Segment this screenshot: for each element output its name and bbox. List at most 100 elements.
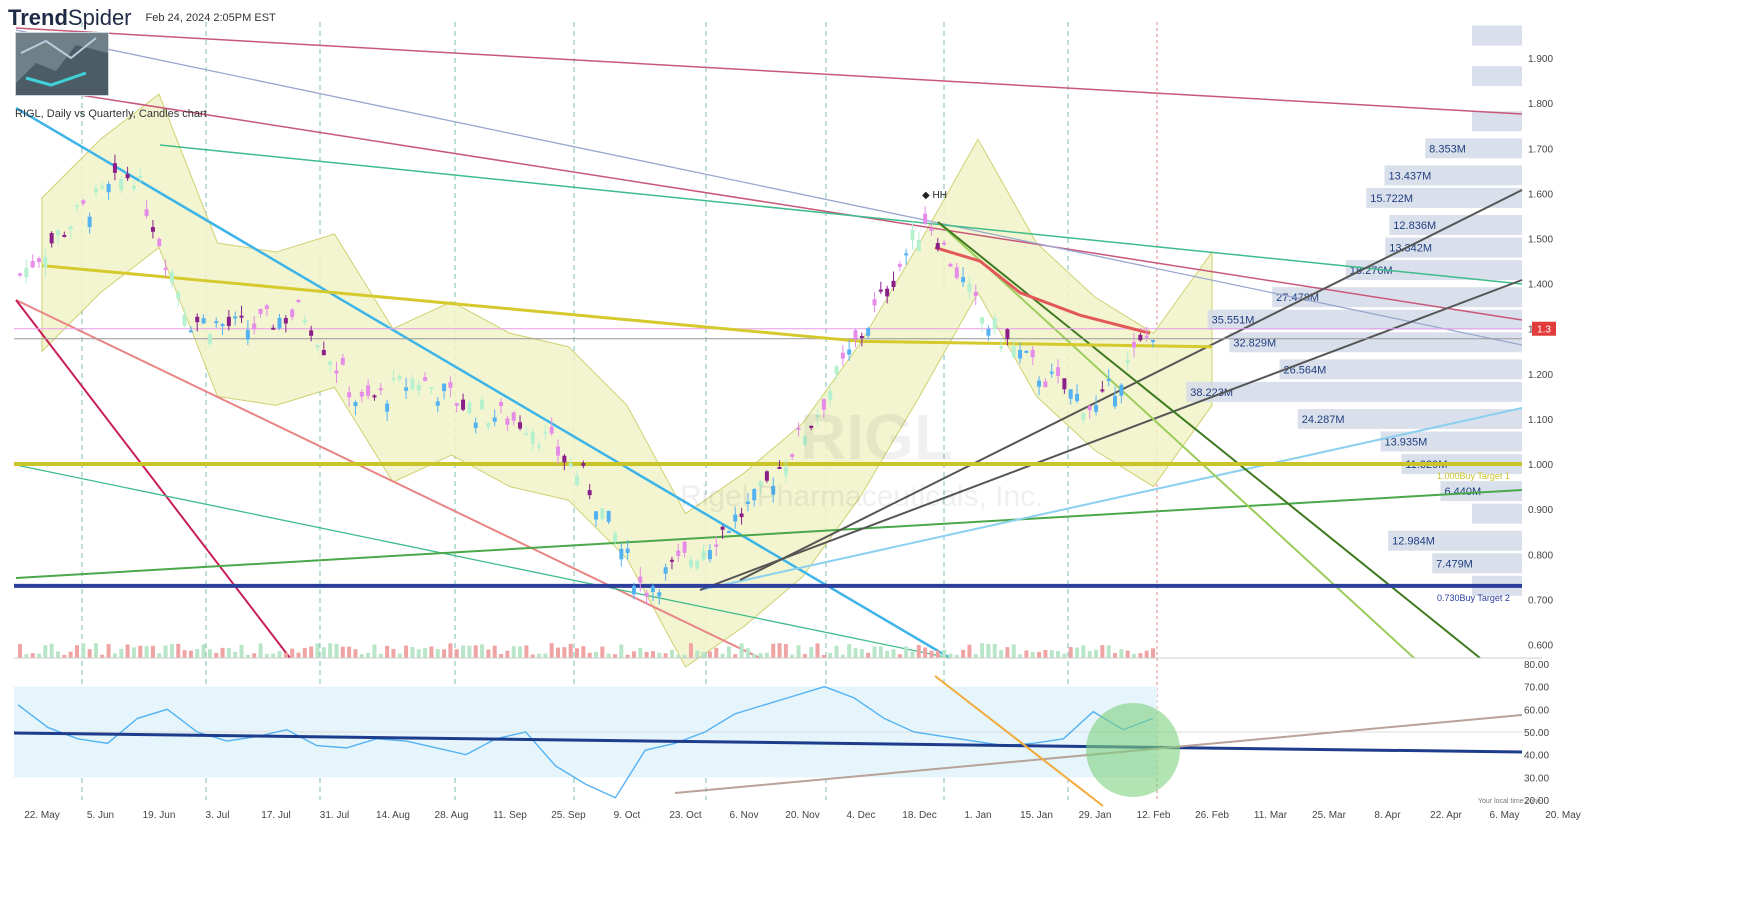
volume-bar-102	[663, 653, 668, 658]
volume-bar-1	[24, 654, 29, 658]
trendline-8	[15, 489, 1523, 579]
candle-body-103	[669, 559, 674, 562]
volume-bar-172	[1106, 645, 1111, 658]
volume-bar-40	[271, 653, 276, 658]
candle-body-9	[74, 205, 79, 208]
candle-body-113	[733, 514, 738, 522]
rsi-axis-label-0: 80.00	[1524, 660, 1549, 671]
candle-body-142	[916, 240, 921, 251]
volume-bar-39	[264, 653, 269, 658]
volume-bar-174	[1119, 649, 1124, 658]
volume-bar-86	[562, 647, 567, 658]
candle-body-98	[638, 576, 643, 583]
candle-body-17	[125, 174, 130, 179]
volume-bar-43	[290, 648, 295, 658]
candle-body-72	[473, 422, 478, 429]
volume-bar-162	[1043, 650, 1048, 658]
candle-body-99	[644, 592, 649, 597]
x-axis-label-0: 22. May	[24, 810, 60, 821]
candle-body-159	[1024, 350, 1029, 353]
candle-body-141	[910, 229, 915, 241]
volume-profile-label-19: 12.984M	[1392, 536, 1435, 548]
volume-bar-78	[511, 646, 516, 658]
candle-body-174	[1119, 384, 1124, 396]
x-axis-label-18: 29. Jan	[1079, 810, 1112, 821]
volume-profile-label-17: 6.440M	[1444, 486, 1481, 498]
candle-body-20	[144, 209, 149, 216]
volume-profile-bar-2	[1472, 111, 1522, 132]
rsi-axis-label-2: 60.00	[1524, 705, 1549, 716]
volume-bar-129	[834, 645, 839, 658]
volume-profile-label-14: 24.287M	[1302, 414, 1345, 426]
volume-bar-50	[334, 643, 339, 658]
volume-bar-72	[473, 645, 478, 658]
chart-title: RIGL, Daily vs Quarterly, Candles chart	[15, 108, 207, 120]
price-axis-label-10: 0.900	[1528, 505, 1553, 516]
volume-bar-52	[347, 646, 352, 658]
volume-bar-120	[777, 643, 782, 658]
x-axis-label-9: 25. Sep	[551, 810, 586, 821]
price-axis-label-3: 1.600	[1528, 189, 1553, 200]
candle-body-104	[676, 550, 681, 557]
volume-bar-2	[30, 653, 35, 658]
last-price-tag-text: 1.3	[1537, 325, 1551, 336]
volume-bar-105	[682, 654, 687, 658]
trendline-7	[15, 464, 951, 659]
candle-body-90	[587, 490, 592, 496]
volume-profile-label-13: 38.223M	[1190, 387, 1233, 399]
volume-bar-36	[245, 654, 250, 658]
candle-body-151	[973, 291, 978, 296]
candle-body-47	[315, 345, 320, 348]
volume-bar-147	[948, 653, 953, 658]
volume-bar-37	[252, 653, 257, 658]
trendline-0	[15, 27, 1523, 115]
volume-bar-98	[638, 647, 643, 658]
candle-body-107	[695, 560, 700, 569]
volume-bar-152	[980, 643, 985, 658]
candle-body-97	[631, 585, 636, 595]
volume-bar-101	[657, 652, 662, 658]
volume-bar-29	[201, 644, 206, 658]
volume-profile-label-11: 32.829M	[1233, 337, 1276, 349]
volume-bar-46	[309, 646, 314, 658]
volume-bar-61	[404, 645, 409, 658]
candle-body-149	[961, 277, 966, 283]
volume-bar-67	[442, 649, 447, 658]
candle-body-173	[1113, 395, 1118, 407]
volume-profile-label-5: 15.722M	[1370, 193, 1413, 205]
volume-profile-bar-9	[1272, 287, 1522, 308]
trendspider-logo[interactable]: TrendSpider	[8, 5, 132, 30]
volume-bar-178	[1144, 650, 1149, 658]
candle-body-16	[119, 178, 124, 190]
price-axis-label-8: 1.100	[1528, 415, 1553, 426]
candle-body-53	[353, 401, 358, 407]
volume-bar-27	[188, 650, 193, 658]
x-axis-label-2: 19. Jun	[143, 810, 176, 821]
candle-body-75	[492, 417, 497, 422]
volume-bar-81	[530, 654, 535, 658]
volume-bar-106	[688, 643, 693, 658]
candle-body-59	[391, 377, 396, 380]
candle-body-39	[264, 305, 269, 309]
candle-body-61	[404, 387, 409, 391]
volume-bar-122	[790, 654, 795, 658]
volume-bar-26	[182, 650, 187, 658]
candle-body-85	[556, 446, 561, 456]
candle-body-69	[454, 403, 459, 406]
header: TrendSpider Feb 24, 2024 2:05PM EST	[8, 5, 276, 30]
candle-body-46	[309, 330, 314, 336]
volume-bar-44	[296, 652, 301, 658]
candle-body-7	[62, 234, 67, 237]
volume-bar-88	[575, 648, 580, 658]
candle-body-115	[745, 501, 750, 504]
volume-bar-126	[815, 643, 820, 658]
volume-bar-15	[112, 653, 117, 658]
volume-bar-85	[556, 647, 561, 658]
candle-body-148	[954, 267, 959, 278]
volume-bar-110	[714, 647, 719, 658]
volume-bar-66	[435, 649, 440, 658]
volume-bar-12	[93, 643, 98, 658]
volume-bar-42	[283, 652, 288, 658]
